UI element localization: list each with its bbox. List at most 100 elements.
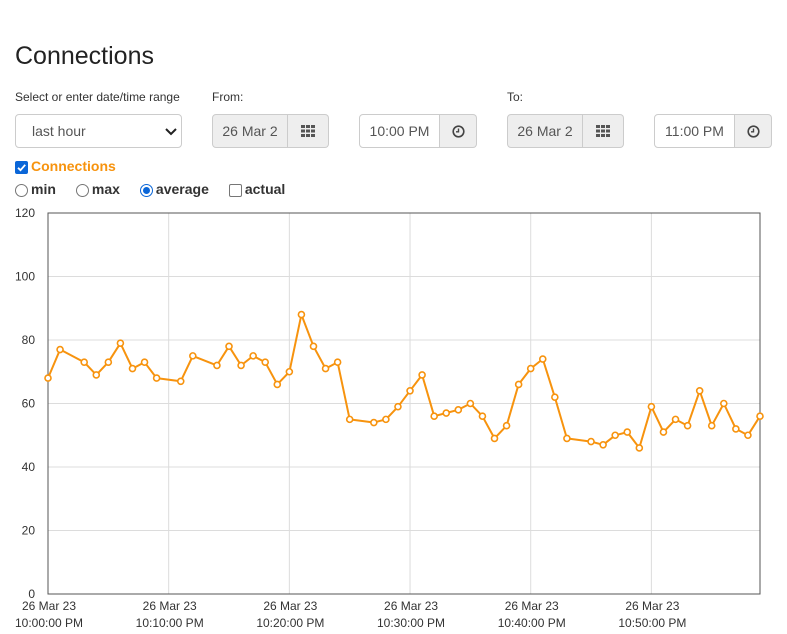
- data-point: [599, 440, 607, 449]
- from-clock-button[interactable]: [440, 114, 477, 148]
- y-tick-label: 60: [22, 397, 36, 411]
- from-label: From:: [212, 90, 244, 104]
- calendar-icon: [596, 125, 610, 137]
- data-point: [707, 421, 716, 430]
- data-point: [273, 380, 282, 389]
- page-title: Connections: [15, 42, 154, 70]
- x-tick-label: 26 Mar 23: [384, 599, 438, 613]
- chevron-down-icon: [165, 128, 177, 136]
- x-tick-label: 10:20:00 PM: [256, 616, 324, 630]
- y-tick-label: 100: [15, 270, 35, 284]
- data-point: [466, 399, 475, 408]
- data-point: [225, 342, 233, 351]
- y-tick-label: 120: [15, 206, 35, 220]
- range-select[interactable]: last hour: [15, 114, 182, 148]
- mode-min[interactable]: min: [15, 181, 56, 197]
- data-point: [249, 352, 257, 360]
- to-label: To:: [507, 90, 524, 104]
- to-date-input[interactable]: 26 Mar 2: [507, 114, 583, 148]
- data-point: [80, 358, 89, 367]
- data-point: [502, 421, 511, 430]
- x-tick-label: 26 Mar 23: [505, 599, 559, 613]
- to-clock-button[interactable]: [735, 114, 772, 148]
- to-calendar-button[interactable]: [583, 114, 624, 148]
- mode-options: min max average actual: [15, 181, 305, 197]
- mode-max-radio[interactable]: [75, 183, 89, 197]
- data-point: [442, 409, 451, 417]
- data-point: [394, 402, 402, 411]
- data-point: [321, 364, 330, 373]
- data-point: [237, 361, 245, 370]
- checkmark-icon: [17, 163, 26, 172]
- plot-frame: [47, 212, 761, 595]
- data-point: [719, 399, 728, 408]
- x-tick-label: 26 Mar 23: [625, 599, 679, 613]
- data-point: [213, 361, 221, 370]
- data-point: [478, 412, 487, 420]
- x-tick-label: 10:40:00 PM: [498, 616, 566, 630]
- mode-actual-checkbox[interactable]: [228, 183, 242, 197]
- y-tick-label: 0: [28, 587, 35, 601]
- data-point: [116, 339, 125, 347]
- x-tick-label: 26 Mar 23: [22, 599, 76, 613]
- x-tick-label: 10:00:00 PM: [15, 616, 83, 630]
- data-point: [587, 437, 595, 446]
- data-point: [623, 428, 632, 436]
- data-point: [418, 371, 426, 379]
- mode-average-radio[interactable]: [139, 183, 153, 197]
- x-tick-label: 10:50:00 PM: [618, 616, 686, 630]
- series-toggle[interactable]: Connections: [15, 158, 116, 174]
- data-point: [490, 434, 499, 443]
- x-tick-label: 26 Mar 23: [263, 599, 317, 613]
- data-point: [261, 358, 270, 367]
- x-tick-label: 10:30:00 PM: [377, 616, 445, 630]
- mode-average[interactable]: average: [139, 181, 209, 197]
- data-point: [430, 412, 438, 420]
- from-date-input[interactable]: 26 Mar 2: [212, 114, 288, 148]
- clock-icon: [451, 124, 465, 138]
- data-point: [551, 393, 559, 401]
- data-point: [128, 364, 137, 373]
- data-point: [611, 431, 619, 440]
- x-tick-label: 26 Mar 23: [143, 599, 197, 613]
- data-point: [744, 431, 752, 440]
- data-point: [526, 364, 535, 373]
- data-point: [140, 358, 149, 367]
- data-point: [104, 358, 113, 367]
- data-point: [176, 377, 185, 386]
- y-tick-label: 40: [22, 460, 36, 474]
- from-calendar-button[interactable]: [288, 114, 329, 148]
- data-point: [56, 345, 64, 354]
- from-time-input[interactable]: 10:00 PM: [359, 114, 440, 148]
- data-point: [345, 415, 354, 424]
- data-point: [514, 380, 523, 389]
- data-point: [732, 425, 740, 433]
- calendar-icon: [301, 125, 315, 137]
- data-point: [333, 358, 342, 367]
- connections-chart: 0 20 40 60 80 100 120 26 Mar 23 10:00:00 PM 26 Ma…: [15, 206, 764, 630]
- data-point: [756, 412, 764, 420]
- data-point: [647, 402, 656, 411]
- to-time-input[interactable]: 11:00 PM: [654, 114, 735, 148]
- data-point: [382, 415, 390, 424]
- data-point: [370, 418, 378, 427]
- data-point: [695, 387, 704, 395]
- range-select-value: last hour: [32, 123, 86, 139]
- data-point: [285, 367, 294, 376]
- clock-icon: [746, 124, 760, 138]
- mode-min-radio[interactable]: [15, 183, 28, 197]
- mode-max[interactable]: max: [75, 181, 120, 197]
- data-point: [671, 415, 680, 424]
- y-tick-label: 20: [22, 524, 36, 538]
- data-point: [635, 444, 644, 452]
- mode-actual[interactable]: actual: [228, 181, 285, 197]
- series-checkbox[interactable]: [15, 160, 28, 174]
- data-point: [538, 355, 547, 363]
- data-point: [309, 342, 318, 351]
- data-point: [454, 406, 463, 414]
- data-point: [297, 310, 306, 319]
- data-point: [563, 434, 571, 443]
- data-point: [189, 352, 197, 360]
- series-toggle-label: Connections: [31, 158, 116, 174]
- y-tick-label: 80: [22, 333, 36, 347]
